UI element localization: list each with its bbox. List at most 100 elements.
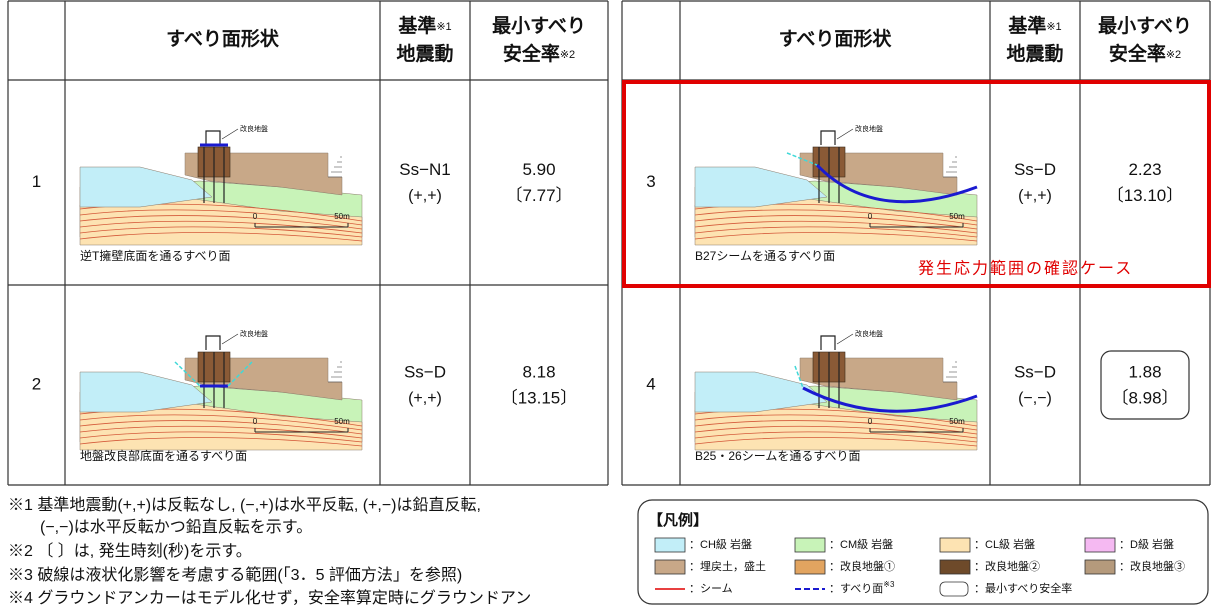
seam (79, 209, 363, 226)
seam (694, 232, 978, 242)
sea (79, 371, 213, 413)
sea (79, 166, 213, 208)
legend-label: ：シーム (689, 582, 733, 595)
legend-label: ：埋戻土，盛土 (689, 559, 766, 573)
header-text: 安全率 (503, 42, 560, 65)
ground-motion: Ss−D (1014, 160, 1056, 179)
diagram: 改良地盤 0 50m (694, 329, 978, 451)
header-note: ※2 (560, 49, 575, 61)
rule (221, 333, 239, 345)
legend-swatch (1084, 537, 1116, 553)
diagram: 改良地盤 0 50m (79, 124, 363, 246)
legend-label: ：CL級 岩盤 (974, 537, 1035, 551)
header-text: 地震動 (396, 42, 453, 65)
slip-surface (802, 386, 978, 413)
legend-swatch (794, 537, 826, 553)
row-number: 4 (646, 374, 655, 393)
scale-label: 50m (334, 212, 350, 221)
legend-label: ：すべり面 (829, 582, 883, 595)
scale-label: 0 (253, 212, 258, 221)
seam (79, 414, 363, 431)
note: ※3 破線は液状化影響を考慮する範囲(「3．5 評価方法」を参照) (8, 566, 462, 584)
header-text: 基準※1 (1007, 14, 1061, 37)
note: (−,−)は水平反転かつ鉛直反転を示す。 (40, 518, 312, 536)
legend-label: ：CM級 岩盤 (829, 537, 893, 551)
header-text: 安全率※2 (1109, 42, 1181, 65)
rule (836, 128, 854, 140)
legend-note: ※3 (883, 580, 895, 589)
legend-swatch (939, 537, 971, 553)
legend-swatch (654, 559, 686, 575)
legend-swatch (794, 559, 826, 575)
legend-label: ：最小すべり安全率 (974, 581, 1072, 595)
legend-label: ：CH級 岩盤 (689, 537, 752, 551)
rule (221, 128, 239, 140)
seam (694, 414, 978, 431)
legend-box (637, 499, 1209, 605)
legend-label: ：すべり面※3 (829, 580, 895, 595)
diagram: 改良地盤 0 50m (694, 124, 978, 246)
note: ※1 基準地震動(+,+)は反転なし, (−,+)は水平反転, (+,−)は鉛直… (8, 496, 481, 514)
safety-factor: 8.18 (522, 362, 555, 381)
seam (79, 215, 363, 230)
legend-label: ：D級 岩盤 (1119, 537, 1174, 551)
scale-label: 50m (949, 212, 965, 221)
legend-label: ：CH級 岩盤 (689, 537, 752, 551)
wall (205, 130, 221, 145)
header-text: 基準 (397, 14, 436, 37)
seam (79, 226, 363, 238)
ground-motion-sign: (−,−) (1018, 390, 1052, 407)
ground-motion-sign: (+,+) (408, 390, 442, 407)
caption: B25・26シームを通るすべり面 (695, 449, 861, 463)
ground-motion-sign: (+,+) (408, 188, 442, 205)
slip-dashed (786, 152, 818, 166)
legend-swatch (939, 559, 971, 575)
seam (694, 220, 978, 234)
sea (694, 371, 828, 413)
slip-dashed (794, 365, 804, 389)
note: ※2 〔 〕は, 発生時刻(秒)を示す。 (8, 542, 252, 560)
legend-label: ：CL級 岩盤 (974, 537, 1035, 551)
caption: B27シームを通るすべり面 (695, 249, 835, 263)
slip-surface (815, 163, 978, 204)
header-text: 地震動 (1006, 42, 1063, 65)
rule (836, 333, 854, 345)
seam (79, 220, 363, 234)
legend-label: ：改良地盤② (974, 559, 1040, 573)
header-note: ※1 (436, 21, 451, 33)
row-number: 1 (32, 172, 41, 191)
header-text: 最小すべり (1098, 15, 1192, 37)
ground-motion-sign: (+,+) (1018, 188, 1052, 205)
legend-label: ：最小すべり安全率 (974, 581, 1072, 595)
note: ※4 グラウンドアンカーはモデル化せず，安全率算定時にグラウンドアン (8, 588, 531, 607)
diagram-label: 改良地盤 (855, 329, 883, 338)
seam (694, 425, 978, 439)
legend-label: ：D級 岩盤 (1119, 537, 1174, 551)
seam (694, 226, 978, 238)
wall (205, 335, 221, 350)
ground-motion: Ss−N1 (399, 160, 451, 179)
seam (79, 420, 363, 435)
legend-swatch (1084, 559, 1116, 575)
seam (694, 431, 978, 443)
legend-label: ：CM級 岩盤 (829, 537, 893, 551)
legend-swatch (654, 537, 686, 553)
scale-label: 0 (868, 212, 873, 221)
legend-label: ：埋戻土，盛土 (689, 559, 766, 573)
diagram-label: 改良地盤 (855, 124, 883, 133)
scale-label: 50m (334, 417, 350, 426)
seam (694, 437, 978, 447)
occurrence-time: 〔8.98〕 (1111, 388, 1178, 407)
header-note: ※1 (1046, 21, 1061, 33)
caption: 逆T擁壁底面を通るすべり面 (80, 248, 231, 263)
legend-label: ：改良地盤② (974, 559, 1040, 573)
seam (79, 232, 363, 242)
legend-label: ：改良地盤① (829, 559, 895, 573)
safety-factor: 1.88 (1128, 362, 1161, 381)
header-text: すべり面形状 (166, 27, 280, 50)
seam (694, 209, 978, 226)
annotation: 発生応力範囲の確認ケース (918, 260, 1133, 278)
caption: 地盤改良部底面を通るすべり面 (80, 448, 247, 463)
scale-label: 0 (868, 417, 873, 426)
